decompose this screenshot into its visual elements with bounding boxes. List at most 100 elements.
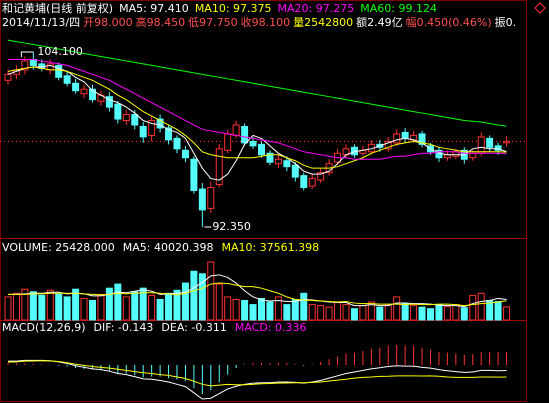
volume-bar <box>283 304 291 321</box>
candle-body <box>21 60 29 71</box>
volume-bar <box>384 304 392 321</box>
volume-bar <box>443 306 451 321</box>
header-text: 高98.450 <box>136 15 186 29</box>
header-text: MA60: 99.124 <box>360 2 437 15</box>
ma-line <box>8 58 507 160</box>
volume-bar <box>350 308 358 321</box>
header-text: 2014/11/13/四 <box>2 16 80 29</box>
candle-body <box>72 82 80 92</box>
header-text: MA5: 97.410 <box>119 2 189 15</box>
volume-bar <box>4 296 12 321</box>
candle-body <box>486 137 494 148</box>
volume-bar <box>215 283 223 321</box>
header-text: 振0. <box>495 15 517 29</box>
header-text: DEA: -0.311 <box>161 321 226 334</box>
candle-body <box>156 118 164 129</box>
candle-body <box>139 125 147 138</box>
volume-bar <box>21 288 29 321</box>
candle-body <box>418 133 426 145</box>
candle-body <box>232 124 240 136</box>
candle-body <box>283 160 291 168</box>
header-text: VOLUME: 25428.000 <box>2 241 115 254</box>
header-text: MACD: 0.336 <box>235 321 307 334</box>
candle-body <box>300 175 308 189</box>
candle-body <box>198 188 206 211</box>
annotation-pointer <box>20 51 34 57</box>
volume-bar <box>317 305 325 321</box>
volume-bar <box>190 270 198 321</box>
corner-marker <box>534 2 546 14</box>
ma-line <box>7 39 507 127</box>
volume-bar <box>156 298 164 321</box>
volume-bar <box>325 306 333 321</box>
volume-bar <box>266 301 274 321</box>
header-text: 量2542800 <box>293 16 353 29</box>
volume-ma-line <box>8 282 507 307</box>
volume-bar <box>435 304 443 321</box>
candle-body <box>224 133 232 151</box>
header-text: MA10: 97.375 <box>195 2 272 15</box>
header-text: 幅0.450(0.46%) <box>406 16 492 29</box>
candle-body <box>148 120 156 136</box>
candle-body <box>114 103 122 120</box>
candle-body <box>393 133 401 144</box>
volume-bar <box>427 308 434 321</box>
header-text: 收98.100 <box>241 15 291 29</box>
volume-bar <box>139 287 147 321</box>
candle-body <box>63 75 71 84</box>
volume-bar <box>72 288 80 321</box>
volume-bar <box>181 282 189 321</box>
volume-bar <box>300 292 308 321</box>
candle-body <box>173 137 181 150</box>
annotation: 92.350 <box>212 220 251 233</box>
volume-bar <box>274 296 282 321</box>
volume-bar <box>131 291 139 321</box>
volume-bar <box>418 306 426 321</box>
candle-body <box>215 148 223 186</box>
ma-line <box>7 64 507 181</box>
header-text: 和记黄埔(日线 前复权) <box>2 1 113 15</box>
candle-body <box>291 164 299 178</box>
volume-bar <box>308 304 316 321</box>
candle-body <box>29 58 37 66</box>
volume-bar <box>97 293 105 321</box>
candle-body <box>384 140 392 150</box>
candle-body <box>249 140 257 147</box>
candle-body <box>80 88 88 95</box>
volume-bar <box>114 283 122 321</box>
volume-bar <box>55 293 63 321</box>
annotation: 104.100 <box>37 45 83 58</box>
macd-line <box>7 360 507 387</box>
candle-body <box>503 140 511 144</box>
volume-bar <box>469 294 477 321</box>
ma-line <box>7 66 507 169</box>
header-text: MA10: 37561.398 <box>221 241 319 254</box>
volume-bar <box>105 287 113 321</box>
candle-body <box>477 136 485 154</box>
header-text: 额2.49亿 <box>356 16 403 29</box>
header-text: MACD(12,26,9) <box>2 321 86 334</box>
candle-body <box>4 73 12 81</box>
volume-bar <box>452 304 460 321</box>
volume-bar <box>258 297 265 321</box>
candle-body <box>122 114 130 122</box>
frame <box>0 0 527 402</box>
volume-bar <box>29 291 37 321</box>
candle-body <box>317 172 325 181</box>
candle-body <box>401 131 409 139</box>
header-text: 开98.000 <box>83 16 133 29</box>
candle-body <box>494 145 502 151</box>
volume-bar <box>477 292 485 321</box>
volume-bar <box>224 296 232 321</box>
volume-bar <box>165 292 173 321</box>
candle-body <box>190 158 198 192</box>
volume-bar <box>89 299 96 321</box>
candle-body <box>181 149 189 159</box>
volume-bar <box>207 261 215 321</box>
volume-bar <box>367 301 375 321</box>
volume-bar <box>503 306 511 321</box>
volume-bar <box>122 296 130 321</box>
volume-bar <box>249 304 257 321</box>
volume-bar <box>291 298 299 321</box>
